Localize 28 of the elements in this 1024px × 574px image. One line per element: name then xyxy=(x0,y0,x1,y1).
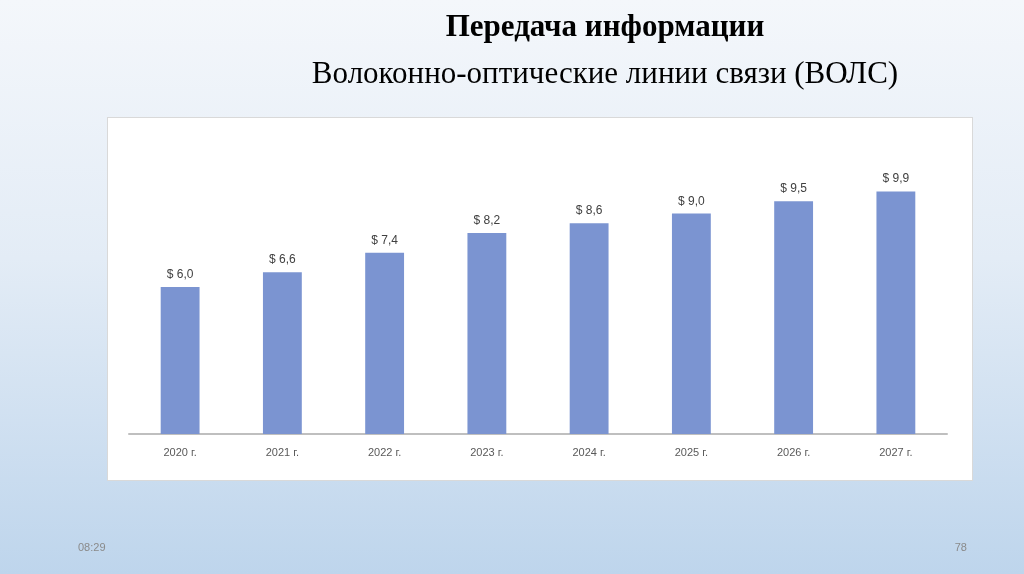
x-tick-label: 2023 г. xyxy=(470,445,504,458)
x-tick-label: 2027 г. xyxy=(879,445,913,458)
x-tick-label: 2022 г. xyxy=(367,445,402,458)
bar xyxy=(671,213,711,434)
data-label: $ 9,0 xyxy=(678,193,706,208)
bar xyxy=(467,233,507,434)
data-label: $ 9,5 xyxy=(780,181,808,196)
chart-title: Передача информации xyxy=(444,8,766,44)
data-label: $ 6,0 xyxy=(166,267,194,281)
x-tick-label: 2024 г. xyxy=(572,445,606,458)
bar xyxy=(365,252,405,434)
x-tick-label: 2021 г. xyxy=(265,445,300,458)
data-label: $ 6,6 xyxy=(269,252,297,267)
x-tick-label: 2025 г. xyxy=(674,445,709,458)
bar xyxy=(569,223,609,434)
bar xyxy=(774,201,814,434)
bar xyxy=(160,287,200,434)
x-tick-label: 2020 г. xyxy=(163,445,197,458)
data-label: $ 8,2 xyxy=(473,213,501,228)
text: 78 xyxy=(954,541,967,553)
data-label: $ 8,6 xyxy=(575,203,603,218)
data-label: $ 9,9 xyxy=(882,171,910,186)
chart-subtitle: Волоконно-оптические линии связи (ВОЛС) xyxy=(310,55,900,91)
text: 08:29 xyxy=(78,541,106,553)
bar xyxy=(262,272,302,434)
bar xyxy=(876,191,916,434)
data-label: $ 7,4 xyxy=(371,232,399,247)
x-tick-label: 2026 г. xyxy=(776,445,811,458)
